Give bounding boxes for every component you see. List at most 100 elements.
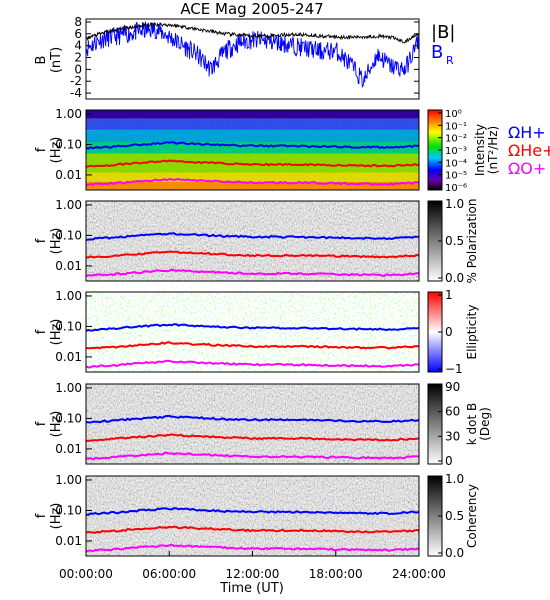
gyrofrequency-line-he-plus — [85, 159, 420, 168]
colorbar-label: Coherency — [465, 484, 479, 548]
colorbar-tick-label: 10⁻¹ — [445, 121, 467, 132]
legend-br: B — [431, 42, 443, 63]
figure-title: ACE Mag 2005-247 — [180, 0, 323, 18]
gyrofrequency-line-o-plus — [86, 451, 420, 461]
colorbar-tick-label: 30 — [445, 429, 460, 443]
y-axis-label: f — [34, 421, 49, 426]
y-tick-label: 0.01 — [55, 168, 82, 182]
panel1-tick-label: 8 — [74, 15, 82, 29]
y-tick-label: 0.10 — [55, 137, 82, 151]
series-line-br — [85, 21, 419, 88]
x-tick-label: 06:00:00 — [142, 567, 196, 581]
y-tick-label: 1.00 — [55, 107, 82, 121]
colorbar-tick-label: 10⁻⁴ — [445, 158, 467, 169]
y-tick-label: 0.01 — [55, 259, 82, 273]
panel1-tick-label: 0 — [74, 62, 82, 76]
gyrofrequency-line-o-plus — [85, 543, 420, 553]
colorbar-tick-label: 10⁻³ — [445, 146, 467, 157]
gyrofrequency-line-h-plus — [85, 232, 419, 241]
y-tick-label: 0.10 — [55, 228, 82, 242]
gyrofrequency-line-he-plus — [85, 525, 420, 534]
panel1-tick-label: 2 — [74, 51, 82, 65]
x-tick-label: 00:00:00 — [59, 567, 113, 581]
colorbar-tick-label: −1 — [445, 362, 463, 376]
gyrofrequency-line-he-plus — [85, 433, 420, 442]
y-axis-unit: (Hz) — [49, 137, 64, 164]
gyrofrequency-line-h-plus — [85, 414, 420, 424]
x-tick-label: 18:00:00 — [309, 567, 363, 581]
colorbar-tick-label: 1.0 — [445, 472, 464, 486]
panel1-ylabel: B — [34, 56, 49, 65]
colorbar-tick-label: 0 — [445, 325, 453, 339]
colorbar-tick-label: 10⁻⁵ — [445, 171, 467, 182]
y-axis-label: f — [34, 238, 49, 243]
colorbar-unit: (nT²/Hz) — [486, 126, 500, 174]
y-tick-label: 0.01 — [55, 534, 82, 548]
legend-omega-o: ΩO+ — [508, 159, 546, 178]
colorbar-label: % Polarization — [465, 199, 479, 284]
panel-polarization: 1.00 0.10 0.01 f (Hz) 1.0 0.5 0.0% Polarization — [34, 197, 479, 285]
colorbar-label: k dot B — [465, 403, 479, 445]
time-axis: 00:00:00 06:00:00 12:00:00 18:00:00 24:00:00 — [59, 551, 446, 581]
y-tick-label: 0.01 — [55, 350, 82, 364]
panel-frame — [85, 200, 420, 282]
colorbar-tick-label: 0 — [445, 454, 453, 468]
colorbar-tick-label: 10⁰ — [445, 109, 462, 120]
spectrogram-panels: 1.000.100.01f (Hz)10⁰10⁻¹10⁻²10⁻³10⁻⁴10⁻⁵… — [34, 107, 500, 560]
y-tick-label: 0.10 — [55, 503, 82, 517]
panel-frame — [85, 383, 420, 465]
colorbar-tick-label: 10⁻⁶ — [445, 183, 467, 194]
gyrofrequency-line-o-plus — [85, 268, 420, 277]
colorbar-label: Ellipticity — [465, 305, 479, 360]
panel1-tick-label: 4 — [74, 39, 82, 53]
colorbar-tick-label: 90 — [445, 380, 460, 394]
intensity-texture — [86, 110, 419, 190]
y-axis-label: f — [34, 147, 49, 152]
colorbar-tick-label: 1 — [445, 288, 453, 302]
panel1-tick-label: 6 — [74, 27, 82, 41]
gyrofrequency-line-o-plus — [85, 359, 420, 369]
spectrogram-image — [86, 384, 419, 464]
gyrofrequency-line-h-plus — [85, 141, 420, 150]
y-axis-label: f — [34, 329, 49, 334]
colorbar — [427, 383, 443, 465]
y-tick-label: 0.01 — [55, 442, 82, 456]
series-line-b-magnitude — [85, 22, 419, 44]
y-tick-label: 1.00 — [55, 289, 82, 303]
y-axis-unit: (Hz) — [49, 228, 64, 255]
colorbar-tick-label: 1.0 — [445, 197, 464, 211]
panel1-series — [85, 21, 419, 88]
colorbar-label: Intensity — [473, 124, 487, 176]
legend-omega-h: ΩH+ — [508, 123, 546, 142]
x-axis-label: Time (UT) — [219, 581, 284, 596]
x-tick-label: 12:00:00 — [226, 567, 280, 581]
gyrofrequency-line-he-plus — [85, 250, 420, 259]
panel-k-dot-b: 1.00 0.10 0.01 f (Hz) 90 60 30 0 k dot B (Deg) — [34, 380, 492, 468]
y-tick-label: 1.00 — [55, 198, 82, 212]
colorbar-tick-label: 0.0 — [445, 271, 464, 285]
y-axis-label: f — [34, 513, 49, 518]
legend-br-subscript: R — [446, 54, 454, 67]
spectrogram-image — [86, 201, 419, 281]
gyrofrequency-line-he-plus — [85, 341, 420, 350]
panel-frame — [85, 109, 420, 191]
gyrofrequency-legend: ΩH+ ΩHe+ ΩO+ — [508, 123, 550, 178]
panel1-tick-label: -4 — [70, 86, 82, 100]
colorbar-tick-label: 0.0 — [445, 546, 464, 560]
colorbar-tick-label: 60 — [445, 405, 460, 419]
gyrofrequency-line-h-plus — [85, 507, 420, 516]
legend-b-magnitude: |B| — [431, 22, 455, 43]
y-tick-label: 1.00 — [55, 381, 82, 395]
panel-frame — [85, 291, 420, 373]
y-tick-label: 0.10 — [55, 411, 82, 425]
colorbar-tick-label: 10⁻² — [445, 134, 467, 145]
y-tick-label: 1.00 — [55, 473, 82, 487]
x-tick-label: 24:00:00 — [392, 567, 446, 581]
panel1-yunit: (nT) — [49, 47, 64, 73]
spectrogram-image — [86, 292, 419, 372]
y-axis-unit: (Hz) — [49, 411, 64, 438]
